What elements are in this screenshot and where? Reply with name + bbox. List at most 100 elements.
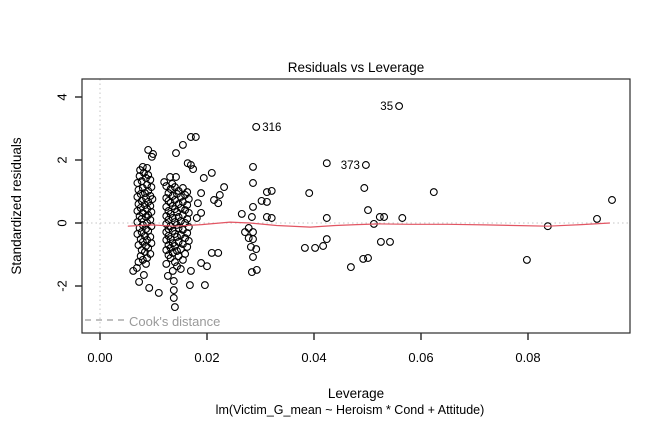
data-point: [203, 262, 211, 271]
data-point: [241, 228, 249, 237]
y-axis-label: Standardized residuals: [9, 137, 24, 275]
data-point: [237, 209, 246, 218]
data-point: [166, 254, 175, 262]
data-point: [192, 214, 201, 222]
data-point: [162, 228, 171, 237]
data-point: [207, 168, 216, 177]
data-point: [133, 207, 142, 215]
data-point: [247, 268, 256, 277]
data-point: [133, 192, 142, 201]
labeled-data-point: [395, 102, 404, 111]
data-point: [249, 228, 257, 237]
data-point: [262, 197, 271, 206]
x-tick-label: 0.04: [301, 350, 326, 365]
data-point: [173, 247, 181, 255]
data-point: [359, 254, 368, 263]
data-point: [162, 202, 171, 211]
data-point: [172, 149, 180, 158]
data-point: [249, 202, 257, 211]
data-point: [172, 173, 180, 181]
data-point: [249, 253, 257, 261]
data-point: [170, 242, 179, 250]
data-point: [168, 248, 177, 257]
data-point: [267, 186, 276, 195]
smoother-line: [127, 221, 610, 228]
data-point: [360, 184, 369, 192]
labeled-data-point: [252, 122, 261, 131]
x-tick-label: 0.08: [515, 350, 540, 365]
data-point: [322, 235, 331, 244]
data-point: [143, 163, 152, 172]
y-tick-label: 0: [54, 219, 69, 226]
data-point: [322, 214, 331, 222]
data-point: [129, 266, 138, 275]
data-point: [246, 242, 255, 251]
data-point: [305, 189, 314, 198]
data-point: [247, 213, 256, 221]
data-point: [322, 159, 331, 168]
data-point: [185, 281, 194, 290]
data-point: [608, 196, 616, 204]
data-point: [144, 145, 153, 154]
data-point: [375, 213, 384, 221]
data-point: [162, 246, 171, 255]
data-point: [178, 140, 187, 149]
data-point: [144, 211, 153, 220]
data-point: [191, 133, 200, 141]
plot-title: Residuals vs Leverage: [287, 60, 425, 75]
data-point: [214, 199, 223, 208]
point-label: 35: [380, 101, 393, 113]
data-point: [252, 245, 261, 254]
plot-box: [81, 78, 631, 334]
data-point: [162, 259, 171, 268]
data-point: [207, 248, 216, 257]
data-point: [249, 162, 257, 171]
labeled-data-point: [361, 161, 370, 169]
data-point: [522, 255, 531, 264]
data-point: [142, 259, 150, 268]
data-point: [169, 277, 178, 285]
data-point: [311, 243, 320, 252]
data-point: [220, 183, 229, 192]
data-point: [170, 258, 179, 267]
data-point: [183, 214, 192, 223]
data-point: [145, 283, 154, 292]
data-point: [215, 191, 224, 199]
data-point: [386, 237, 394, 246]
data-point: [178, 255, 187, 264]
data-point: [197, 189, 206, 198]
data-point: [143, 254, 152, 262]
data-point: [346, 263, 355, 272]
y-tick-label: -2: [54, 280, 69, 292]
data-point: [200, 281, 209, 290]
data-point: [197, 259, 206, 267]
data-point: [319, 242, 328, 250]
data-point: [262, 213, 271, 221]
cooks-distance-legend-label: Cook's distance: [129, 314, 221, 329]
data-point: [199, 174, 208, 182]
data-point: [134, 258, 143, 267]
y-tick-label: 4: [54, 93, 69, 100]
data-point: [133, 179, 142, 187]
data-point: [429, 188, 438, 197]
model-formula-caption: lm(Victim_G_mean ~ Heroism * Cond + Atti…: [215, 403, 485, 417]
data-point: [197, 208, 206, 217]
data-point: [170, 303, 179, 312]
data-point: [186, 161, 195, 169]
data-point: [186, 133, 195, 141]
data-point: [169, 294, 178, 302]
data-point: [244, 224, 253, 232]
data-point: [168, 266, 177, 275]
data-point: [189, 165, 198, 174]
data-point: [183, 201, 192, 209]
y-tick-label: 2: [54, 156, 69, 163]
data-point: [166, 185, 175, 193]
data-point: [186, 266, 195, 275]
data-point: [214, 248, 223, 257]
data-point: [364, 206, 372, 215]
data-point: [193, 199, 202, 208]
data-point: [252, 265, 261, 274]
data-point: [134, 185, 143, 194]
data-point: [300, 243, 309, 252]
